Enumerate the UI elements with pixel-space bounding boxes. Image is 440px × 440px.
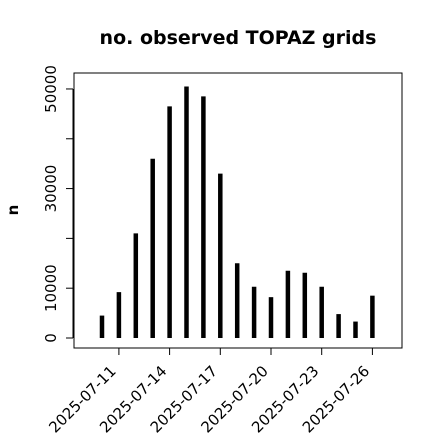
x-axis: 2025-07-112025-07-142025-07-172025-07-20…: [45, 347, 373, 436]
y-axis-label: n: [4, 205, 22, 216]
chart-title: no. observed TOPAZ grids: [100, 27, 377, 49]
y-tick-label: 30000: [42, 165, 60, 213]
y-tick-label: 10000: [42, 264, 60, 312]
bars: [99, 86, 375, 338]
y-tick-label: 0: [42, 333, 60, 343]
y-axis: 0 10000 30000 50000: [42, 65, 74, 343]
y-tick-label: 50000: [42, 65, 60, 113]
